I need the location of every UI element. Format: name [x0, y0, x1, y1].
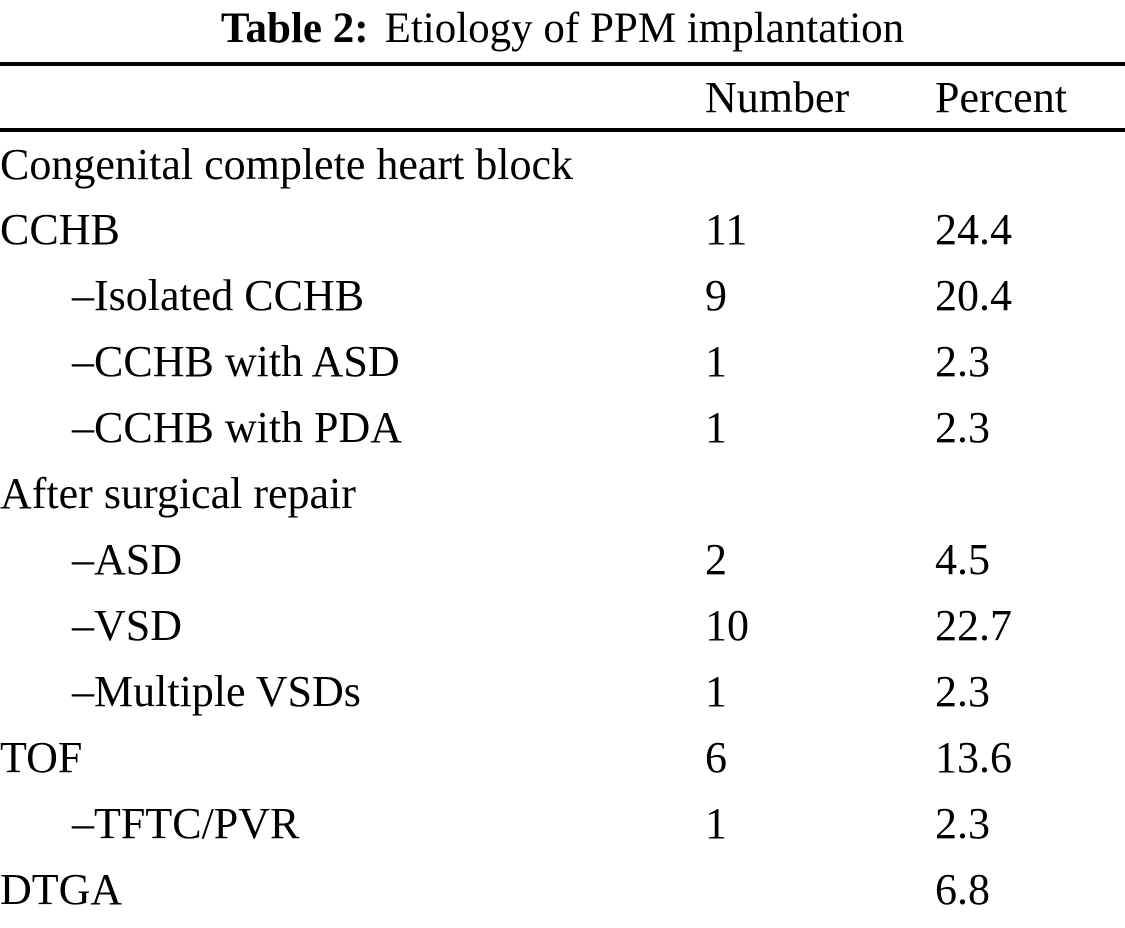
row-percent-cell: 2.3 [935, 336, 990, 386]
row-number-cell [705, 460, 935, 526]
column-header-percent: Percent [935, 64, 1125, 132]
row-label-cell: After surgical repair [0, 468, 356, 518]
row-percent-cell: 4.5 [935, 534, 990, 584]
table-row: DTGA 6.8 [0, 856, 1125, 922]
table-title: Table 2: Etiology of PPM implantation [0, 0, 1125, 62]
row-label-cell: –VSD [72, 600, 183, 650]
row-percent-cell: 2.3 [935, 666, 990, 716]
row-percent-cell: 2.3 [935, 402, 990, 452]
row-number-cell: 6 [705, 732, 727, 782]
table-row: –Isolated CCHB 9 20.4 [0, 262, 1125, 328]
table-row: TOF 6 13.6 [0, 724, 1125, 790]
table-row: –CCHB with ASD 1 2.3 [0, 328, 1125, 394]
row-number-cell: 1 [705, 336, 727, 386]
row-percent-cell [935, 460, 1125, 526]
row-label-cell: –Isolated CCHB [72, 270, 365, 320]
table-row: –VSD 10 22.7 [0, 592, 1125, 658]
row-percent-cell: 20.4 [935, 270, 1012, 320]
row-number-cell: 10 [705, 600, 749, 650]
row-percent-cell [935, 130, 1125, 196]
row-percent-cell: 6.8 [935, 864, 990, 914]
row-label-cell: –TFTC/PVR [72, 798, 300, 848]
column-header-label [0, 64, 705, 132]
table-row: –Multiple VSDs 1 2.3 [0, 658, 1125, 724]
row-label-cell: –ASD [72, 534, 183, 584]
row-percent-cell: 2.3 [935, 798, 990, 848]
table-header-row: Number Percent [0, 64, 1125, 132]
table-title-text: Etiology of PPM implantation [384, 5, 905, 52]
etiology-table: Number Percent Congenital complete heart… [0, 62, 1125, 922]
row-label-cell: CCHB [0, 204, 120, 254]
row-label-cell: DTGA [0, 864, 123, 914]
table-row: After surgical repair [0, 460, 1125, 526]
row-number-cell: 11 [705, 204, 748, 254]
row-label-cell: Congenital complete heart block [0, 139, 574, 189]
row-percent-cell: 24.4 [935, 204, 1012, 254]
row-number-cell [705, 856, 935, 922]
row-number-cell: 1 [705, 402, 727, 452]
row-percent-cell: 22.7 [935, 600, 1012, 650]
table-row: CCHB 11 24.4 [0, 196, 1125, 262]
row-number-cell: 9 [705, 270, 727, 320]
row-label-cell: –Multiple VSDs [72, 666, 361, 716]
row-label-cell: –CCHB with ASD [72, 336, 400, 386]
row-number-cell: 1 [705, 666, 727, 716]
row-number-cell [705, 130, 935, 196]
table-title-label: Table 2: [220, 5, 369, 52]
table-row: –ASD 2 4.5 [0, 526, 1125, 592]
row-number-cell: 2 [705, 534, 727, 584]
table-row: –CCHB with PDA 1 2.3 [0, 394, 1125, 460]
row-label-cell: TOF [0, 732, 83, 782]
table-row: –TFTC/PVR 1 2.3 [0, 790, 1125, 856]
row-number-cell: 1 [705, 798, 727, 848]
row-percent-cell: 13.6 [935, 732, 1012, 782]
table-row: Congenital complete heart block [0, 130, 1125, 196]
column-header-number: Number [705, 64, 935, 132]
row-label-cell: –CCHB with PDA [72, 402, 403, 452]
